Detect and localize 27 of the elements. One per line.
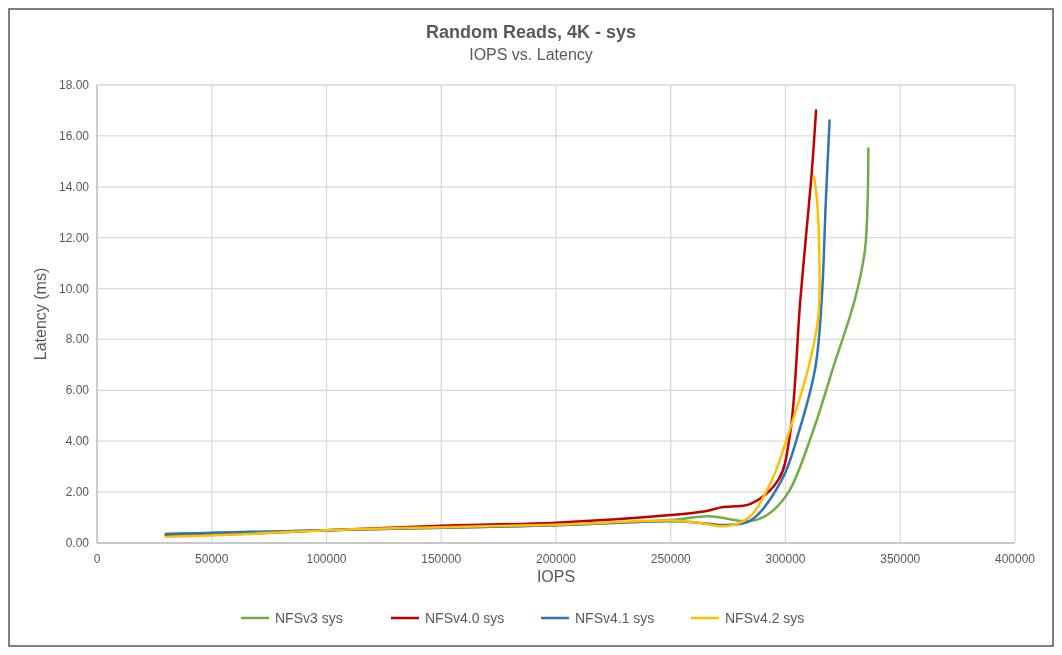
y-tick-label: 10.00 bbox=[58, 281, 90, 296]
x-tick-label: 250000 bbox=[650, 552, 692, 566]
x-axis-title: IOPS bbox=[536, 568, 576, 585]
y-tick-label: 18.00 bbox=[58, 78, 90, 92]
x-tick-label: 100000 bbox=[306, 552, 347, 566]
legend-label: NFSv4.0 sys bbox=[425, 610, 505, 626]
y-tick-label: 12.00 bbox=[58, 230, 90, 245]
x-tick-label: 200000 bbox=[535, 552, 577, 566]
y-tick-label: 14.00 bbox=[58, 179, 90, 194]
y-tick-label: 8.00 bbox=[65, 332, 90, 347]
x-tick-label: 350000 bbox=[880, 552, 921, 566]
x-tick-label: 0 bbox=[93, 552, 101, 566]
y-axis-title: Latency (ms) bbox=[32, 267, 49, 361]
y-tick-label: 4.00 bbox=[65, 434, 90, 449]
x-tick-label: 300000 bbox=[765, 552, 806, 566]
y-tick-label: 16.00 bbox=[58, 128, 90, 143]
legend-label: NFSv3 sys bbox=[275, 610, 343, 626]
chart-title: Random Reads, 4K - sys bbox=[425, 22, 637, 42]
y-tick-label: 0.00 bbox=[65, 536, 90, 550]
chart-subtitle: IOPS vs. Latency bbox=[469, 46, 593, 63]
y-tick-label: 6.00 bbox=[65, 383, 90, 398]
x-tick-label: 400000 bbox=[994, 552, 1036, 566]
legend-label: NFSv4.1 sys bbox=[575, 610, 655, 626]
x-tick-label: 150000 bbox=[421, 552, 462, 566]
y-tick-label: 2.00 bbox=[65, 485, 90, 500]
x-tick-label: 50000 bbox=[195, 552, 229, 566]
legend-label: NFSv4.2 sys bbox=[725, 610, 805, 626]
